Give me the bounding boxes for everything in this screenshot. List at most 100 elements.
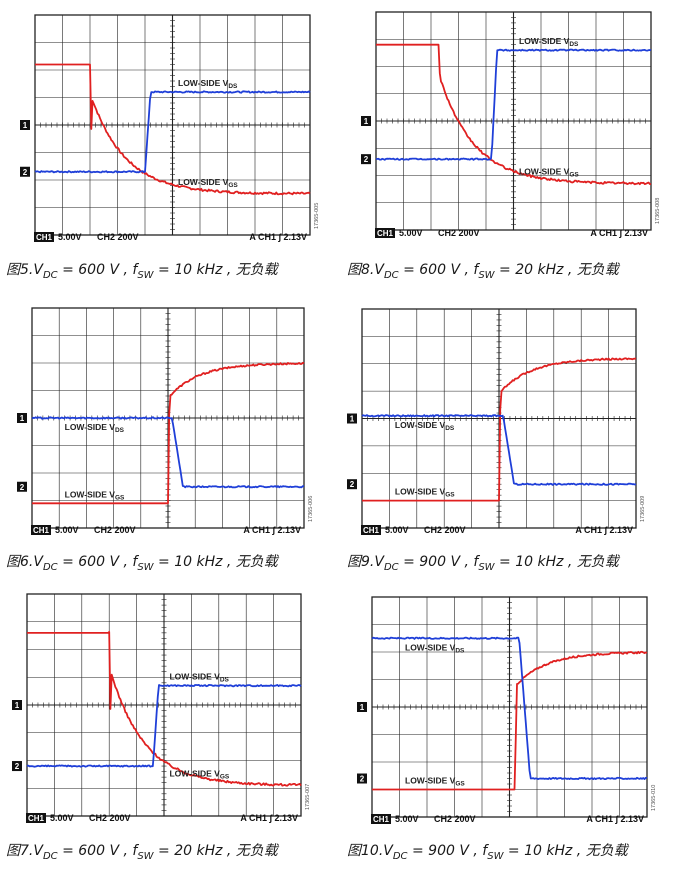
- ch1-tag: CH1: [28, 814, 45, 823]
- fsw-sub: SW: [487, 850, 504, 862]
- marker-box: [12, 700, 22, 710]
- caption-prefix: 图: [347, 262, 361, 278]
- vdc-value: 600 V: [78, 262, 120, 278]
- eq: =: [398, 262, 420, 278]
- ch1-tag: CH1: [373, 815, 390, 824]
- vgs-label: LOW-SIDE VGS: [65, 489, 125, 501]
- vgs-label: LOW-SIDE VGS: [395, 487, 455, 499]
- eq: =: [494, 262, 516, 278]
- caption-fig9: 图9.VDC = 900 V , fSW = 10 kHz , 无负载: [347, 551, 619, 573]
- trigger-readout: A CH1 ∫ 2.13V: [243, 525, 301, 535]
- trigger-readout: A CH1 ∫ 2.13V: [249, 232, 307, 242]
- fsw-symbol: f: [473, 554, 479, 570]
- vdc-value: 600 V: [78, 843, 120, 859]
- eq: =: [57, 843, 79, 859]
- ch1-tag: CH1: [377, 229, 394, 238]
- eq: =: [153, 554, 175, 570]
- fsw-symbol: f: [132, 843, 138, 859]
- vgs-trace: [362, 357, 637, 502]
- fsw-symbol: f: [132, 554, 138, 570]
- fsw-sub: SW: [478, 269, 495, 281]
- watermark-id: 17365-010: [651, 785, 657, 811]
- fsw-value: 10 kHz: [524, 843, 573, 859]
- ch2-scale: CH2 200V: [97, 232, 139, 242]
- marker-label: 1: [23, 121, 28, 130]
- marker-label: 1: [364, 117, 369, 126]
- vds-trace: [371, 636, 648, 781]
- watermark-id: 17365-008: [655, 198, 661, 224]
- caption-fig7: 图7.VDC = 600 V , fSW = 20 kHz , 无负载: [6, 840, 278, 862]
- ch1-tag-box: [34, 232, 54, 242]
- sep: ,: [460, 262, 474, 278]
- caption-prefix: 图: [6, 554, 20, 570]
- ch1-scale: 5.00V: [395, 814, 419, 824]
- marker-box: [347, 413, 357, 424]
- marker-box: [347, 479, 357, 490]
- channel-2-marker: 2: [347, 479, 357, 490]
- status-bar: CH1 5.00V CH2 200V A CH1 ∫ 2.13V: [26, 813, 298, 823]
- fsw-value: 10 kHz: [515, 554, 564, 570]
- vdc-symbol: V: [33, 262, 43, 278]
- sep: ,: [119, 843, 133, 859]
- caption-prefix: 图: [347, 554, 361, 570]
- ch1-tag: CH1: [363, 526, 380, 535]
- vdc-sub: DC: [42, 850, 58, 862]
- ch1-scale: 5.00V: [385, 525, 409, 535]
- figure-number: 5.: [20, 262, 34, 278]
- vgs-trace: [27, 631, 302, 787]
- eq: =: [503, 843, 525, 859]
- vds-label: LOW-SIDE VDS: [178, 78, 238, 90]
- fsw-sub: SW: [137, 561, 154, 573]
- fsw-sub: SW: [137, 850, 154, 862]
- figure-number: 9.: [361, 554, 375, 570]
- caption-tail: , 无负载: [563, 262, 619, 278]
- channel-2-marker: 2: [361, 154, 371, 165]
- ch2-scale: CH2 200V: [94, 525, 136, 535]
- marker-box: [357, 702, 367, 712]
- sep: ,: [119, 554, 133, 570]
- watermark-id: 17365-005: [314, 203, 320, 229]
- ch1-tag-box: [361, 525, 381, 535]
- vgs-label: LOW-SIDE VGS: [519, 167, 579, 179]
- status-bar: CH1 5.00V CH2 200V A CH1 ∫ 2.13V: [375, 228, 648, 238]
- ch2-scale: CH2 200V: [434, 814, 476, 824]
- watermark-id: 17365-006: [308, 496, 314, 522]
- figure-number: 8.: [361, 262, 375, 278]
- vdc-symbol: V: [374, 262, 384, 278]
- marker-box: [12, 761, 22, 772]
- channel-1-marker: 1: [20, 120, 30, 130]
- ch1-tag-box: [371, 814, 391, 824]
- marker-box: [17, 413, 27, 423]
- caption-prefix: 图: [6, 843, 20, 859]
- ch2-scale: CH2 200V: [424, 525, 466, 535]
- fsw-value: 20 kHz: [515, 262, 564, 278]
- vds-label: LOW-SIDE VDS: [395, 420, 455, 432]
- channel-1-marker: 1: [347, 413, 357, 424]
- ch2-scale: CH2 200V: [89, 813, 131, 823]
- vgs-trace: [372, 650, 648, 791]
- channel-1-marker: 1: [12, 700, 22, 710]
- vdc-sub: DC: [42, 269, 58, 281]
- caption-fig6: 图6.VDC = 600 V , fSW = 10 kHz , 无负载: [6, 551, 278, 573]
- fsw-sub: SW: [478, 561, 495, 573]
- figure-number: 10.: [361, 843, 384, 859]
- sep: ,: [468, 843, 483, 859]
- vgs-trace: [32, 361, 305, 505]
- marker-label: 2: [350, 480, 355, 489]
- channel-2-marker: 2: [357, 773, 367, 784]
- marker-box: [17, 481, 27, 492]
- channel-1-marker: 1: [361, 116, 371, 126]
- vdc-sub: DC: [383, 561, 399, 573]
- vds-label: LOW-SIDE VDS: [65, 422, 125, 434]
- trigger-readout: A CH1 ∫ 2.13V: [575, 525, 633, 535]
- vds-label: LOW-SIDE VDS: [405, 642, 465, 654]
- sep: ,: [119, 262, 133, 278]
- marker-label: 2: [20, 483, 25, 492]
- vdc-value: 900 V: [428, 843, 469, 859]
- ch1-tag: CH1: [33, 526, 50, 535]
- marker-label: 2: [360, 775, 365, 784]
